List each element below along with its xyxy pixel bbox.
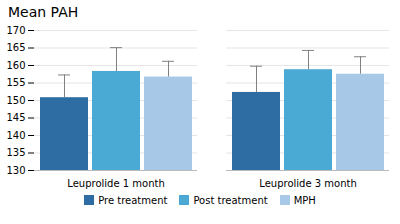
svg-text:150: 150 <box>6 95 25 106</box>
svg-text:170: 170 <box>6 25 25 36</box>
svg-text:155: 155 <box>6 77 25 88</box>
svg-text:Leuprolide 3 month: Leuprolide 3 month <box>259 178 356 189</box>
html-text:MPH: MPH <box>293 194 316 206</box>
html-text:Post treatment: Post treatment <box>193 194 268 206</box>
svg-text:Leuprolide 1 month: Leuprolide 1 month <box>67 178 164 189</box>
html-text:Pre treatment: Pre treatment <box>98 194 168 206</box>
svg-text:140: 140 <box>6 130 25 141</box>
svg-text:130: 130 <box>6 165 25 176</box>
svg-text:160: 160 <box>6 60 25 71</box>
svg-text:135: 135 <box>6 147 25 158</box>
svg-text:145: 145 <box>6 112 25 123</box>
svg-text:165: 165 <box>6 42 25 53</box>
html-text:Mean PAH: Mean PAH <box>8 4 79 20</box>
